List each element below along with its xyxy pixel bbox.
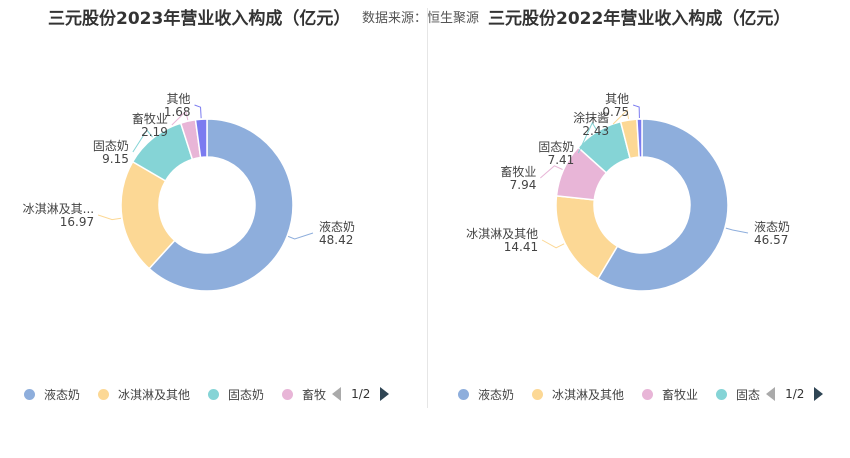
legend-dot [532,388,544,400]
slice-value-label: 9.15 [102,152,129,166]
legend-2023: 液态奶 冰淇淋及其他 固态奶 畜牧 1/2 [24,384,390,404]
legend-label: 固态 [736,387,761,402]
slice-label: 畜牧业 [500,164,536,179]
legend-item-ice-cream[interactable]: 冰淇淋及其他 [98,386,190,403]
slice-label: 其他 [167,92,191,106]
legend-pager: 1/2 [332,387,390,401]
slice-4[interactable] [194,118,208,159]
slice-0[interactable] [148,118,294,292]
legend-label: 冰淇淋及其他 [118,387,191,402]
legend-dot [98,388,110,400]
slice-label: 固态奶 [93,139,129,153]
chart-panel-2023: 液态奶 48.42 冰淇淋及其... 16.97 固态奶 9.15 畜牧业 2.19 其他 1.6… [23,7,482,404]
legend-label: 冰淇淋及其他 [552,387,625,402]
legend-dot [24,388,35,400]
legend-dot [208,388,220,400]
slice-value-label: 7.41 [548,153,575,167]
legend-dot [458,388,469,400]
slice-value-label: 2.19 [141,125,168,139]
legend-item-liquid-milk[interactable]: 液态奶 [458,386,514,403]
chart-title-2023: 三元股份2023年营业收入构成（亿元） [48,9,351,29]
legend-label: 畜牧业 [662,387,699,402]
slice-value-label: 16.97 [60,215,94,229]
legend-item-liquid-milk[interactable]: 液态奶 [24,386,80,403]
legend-label: 固态奶 [228,387,265,402]
slice-label: 液态奶 [754,219,790,234]
legend-dot [716,388,728,400]
slice-label: 其他 [605,92,629,106]
chart-title-2022: 三元股份2022年营业收入构成（亿元） [488,9,791,29]
next-page-icon[interactable] [380,387,390,401]
panel-divider [427,8,428,408]
slice-value-label: 7.94 [510,178,537,192]
slice-value-label: 46.57 [754,233,788,247]
slice-value-label: 0.75 [602,105,629,119]
legend-item-solid-milk[interactable]: 固态奶 [208,386,264,403]
pager-label: 1/2 [785,387,805,401]
slice-label: 冰淇淋及其他 [466,227,538,241]
legend-pager: 1/2 [766,387,824,401]
slice-value-label: 1.68 [164,105,191,119]
legend-dot [642,388,654,400]
legend-item-solid-milk[interactable]: 固态 [716,386,760,403]
legend-label: 液态奶 [44,387,81,402]
prev-page-icon[interactable] [766,387,776,401]
slice-value-label: 14.41 [504,240,538,254]
slice-value-label: 48.42 [319,233,353,247]
slice-label: 畜牧业 [132,111,168,126]
legend-item-livestock[interactable]: 畜牧 [282,386,326,403]
next-page-icon[interactable] [814,387,824,401]
slice-0[interactable] [596,118,729,292]
legend-2022: 液态奶 冰淇淋及其他 畜牧业 固态 1/2 [458,384,824,404]
slice-label: 涂抹酱 [573,110,609,125]
legend-label: 液态奶 [478,387,515,402]
legend-item-livestock[interactable]: 畜牧业 [642,386,698,403]
prev-page-icon[interactable] [332,387,342,401]
legend-item-ice-cream[interactable]: 冰淇淋及其他 [532,386,624,403]
slice-label: 固态奶 [538,140,574,154]
legend-label: 畜牧 [302,387,327,402]
data-source-label: 数据来源：恒生聚源 [362,7,482,26]
slice-value-label: 2.43 [582,124,609,138]
slice-label: 液态奶 [319,219,355,234]
slice-label: 冰淇淋及其... [23,202,94,216]
slice-5[interactable] [636,118,643,158]
chart-panel-2022: 液态奶 46.57 冰淇淋及其他 14.41 畜牧业 7.94 固态奶 7.41 涂抹酱 2.43… [428,0,850,458]
legend-dot [282,388,294,400]
pager-label: 1/2 [351,387,371,401]
